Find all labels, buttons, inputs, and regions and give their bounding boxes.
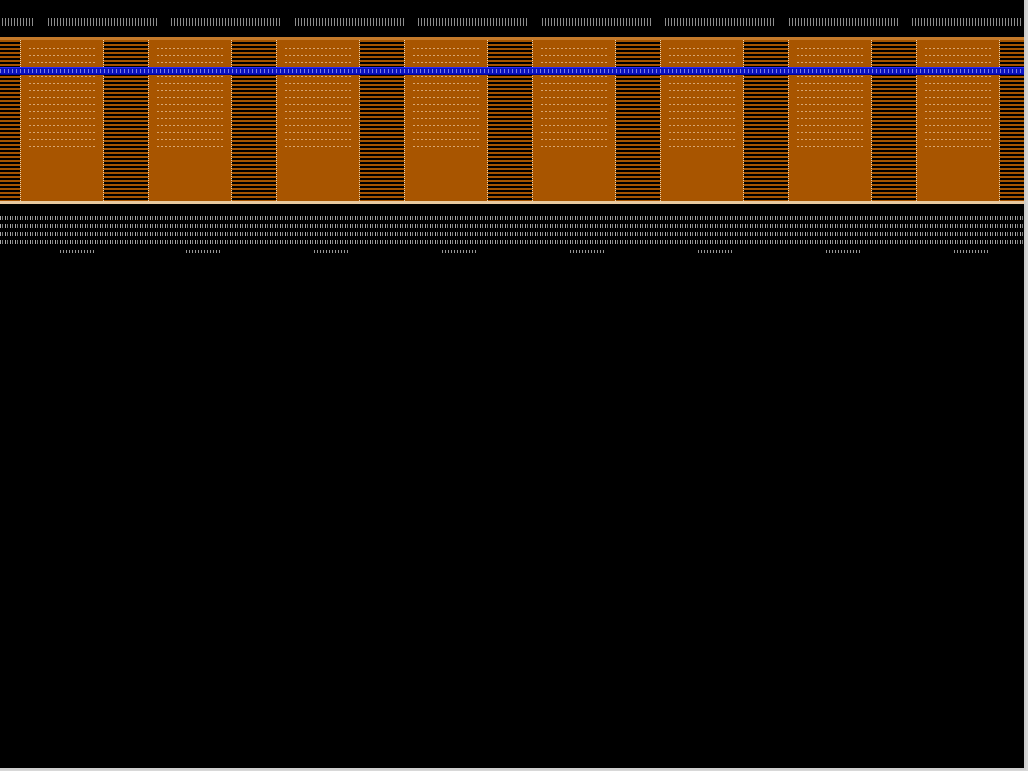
panel-column[interactable] [532,40,616,201]
menu-item[interactable] [47,18,158,26]
column-text [413,48,479,148]
panel-separator [360,40,404,201]
panel-column[interactable] [916,40,1000,201]
output-tag [314,250,348,253]
panel-top-border [0,37,1024,40]
column-text [285,48,351,148]
column-text [29,48,95,148]
panel-separator [872,40,916,201]
output-tag [186,250,220,253]
selection-highlight-row[interactable] [0,67,1024,75]
panel-column[interactable] [404,40,488,201]
output-line [0,232,1024,236]
column-text [541,48,607,148]
output-tag [698,250,732,253]
menu-item[interactable] [541,18,652,26]
menu-item[interactable] [418,18,528,26]
output-tag [826,250,860,253]
panel-column[interactable] [276,40,360,201]
panel-separator [616,40,660,201]
panel-column[interactable] [20,40,104,201]
column-text [925,48,991,148]
column-text [669,48,735,148]
panel-separator [488,40,532,201]
file-panel [0,37,1024,207]
menu-item[interactable] [912,18,1022,26]
menu-item[interactable] [2,18,34,26]
panel-column[interactable] [788,40,872,201]
output-text-block [0,216,1024,258]
column-text [797,48,863,148]
menu-bar [0,16,1024,28]
output-tag [570,250,604,253]
panel-separator [744,40,788,201]
panel-separator [232,40,276,201]
menu-item[interactable] [788,18,899,26]
output-tag [954,250,988,253]
panel-separator [104,40,148,201]
output-line [0,216,1024,220]
output-tag [60,250,94,253]
menu-item[interactable] [171,18,281,26]
output-line [0,240,1024,244]
selection-row-text [0,69,1024,73]
panel-separator [0,40,20,201]
output-line [0,224,1024,228]
panel-bottom-border [0,201,1024,204]
panel-column[interactable] [148,40,232,201]
output-tag [442,250,476,253]
menu-item[interactable] [665,18,775,26]
menu-item[interactable] [294,18,405,26]
panel-column[interactable] [660,40,744,201]
column-text [157,48,223,148]
panel-separator [1000,40,1024,201]
